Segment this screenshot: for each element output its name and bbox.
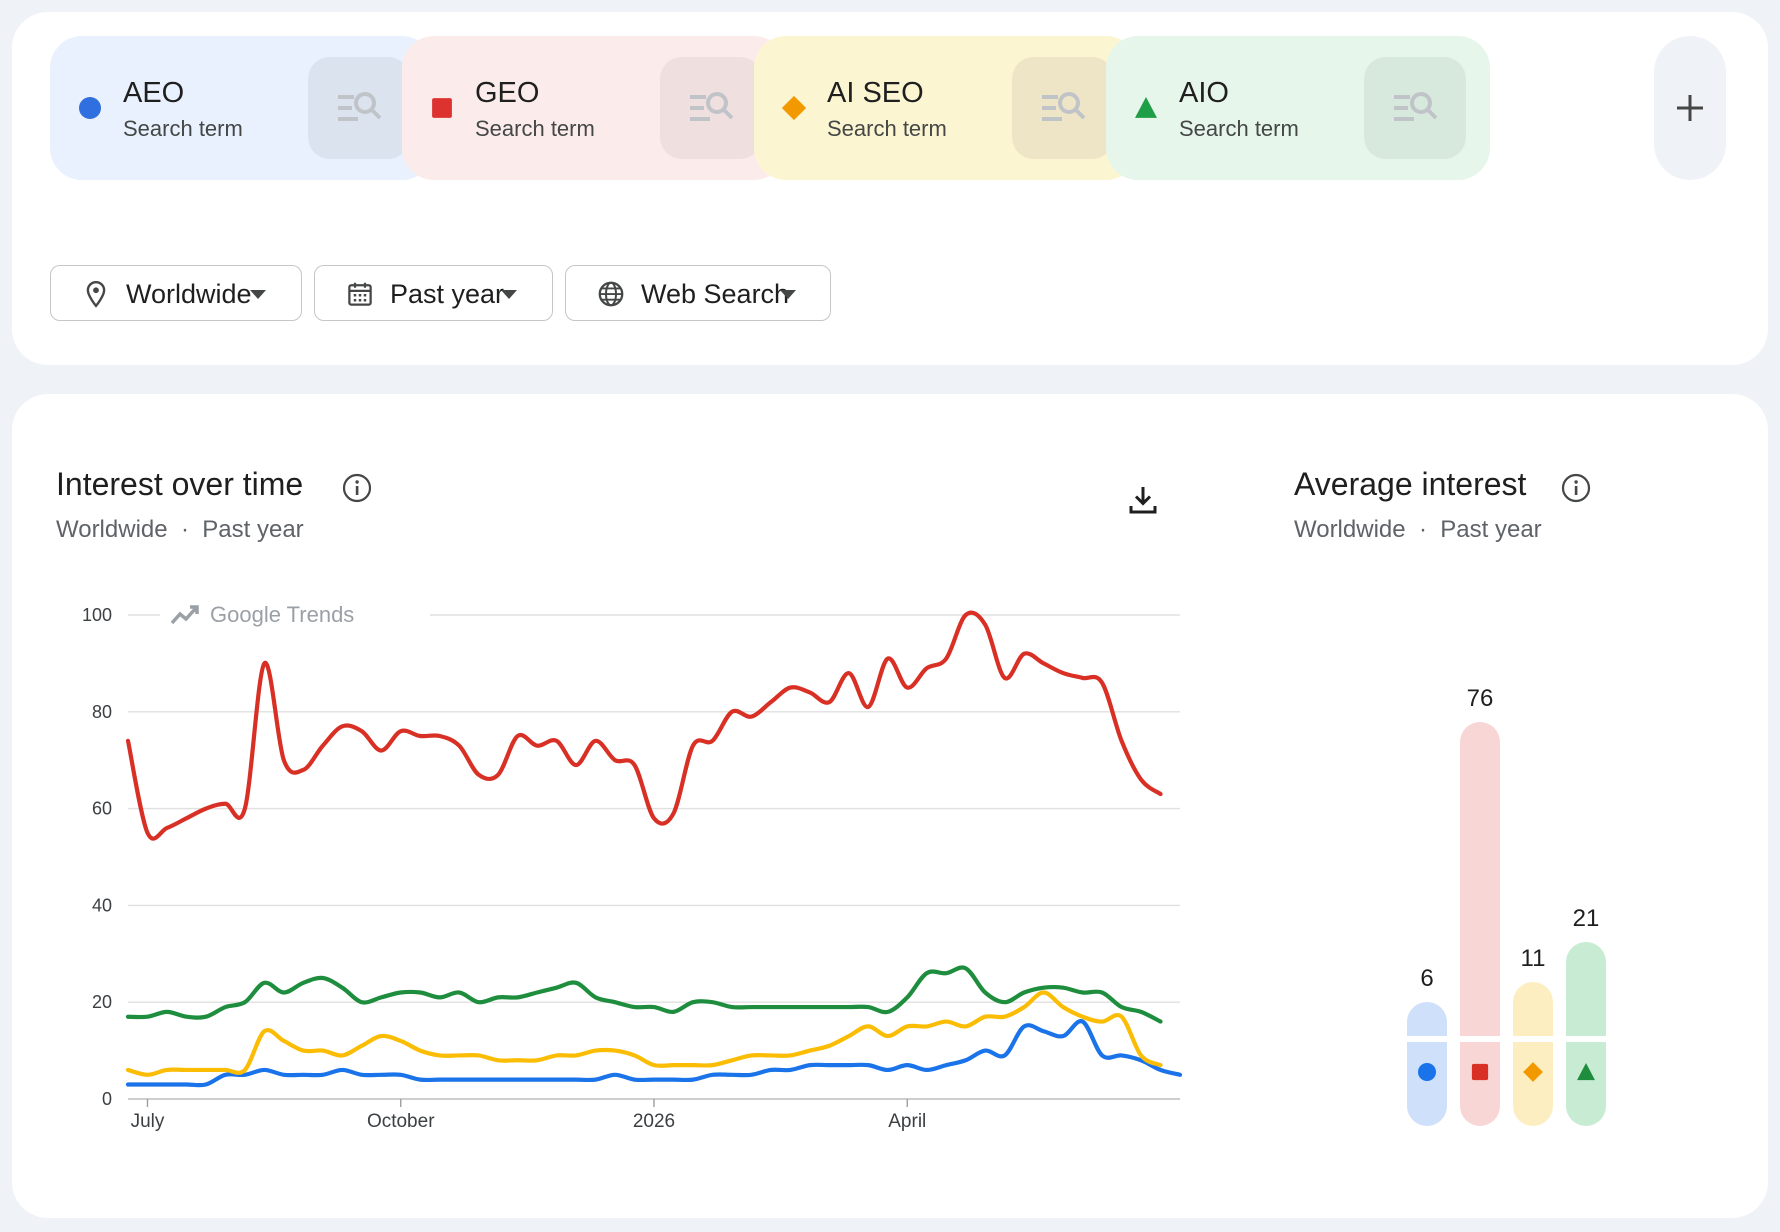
search-term-name[interactable]: AEO [123,77,185,109]
average-bar-aio[interactable] [1566,942,1606,1126]
info-icon[interactable] [342,473,372,503]
search-term-explore-button[interactable] [1012,57,1114,159]
search-term-name[interactable]: AI SEO [827,77,924,109]
bar-value-label: 76 [1467,685,1494,712]
bar-marker-icon [1471,1063,1489,1081]
search-list-icon [690,92,734,121]
search-list-icon [1042,92,1086,121]
y-tick-label: 40 [92,895,112,915]
trend-arrow-icon [170,605,199,625]
download-icon[interactable] [1127,484,1159,516]
interest-over-time-chart: 0 20 40 60 80 100 Google Trends July October 2026… [82,601,1183,1132]
bar-marker-icon [1577,1063,1595,1081]
triangle-shape [1135,97,1157,118]
series-line-ai-seo[interactable] [125,990,1163,1077]
x-tick-label: October [367,1111,435,1132]
plus-icon [1677,95,1703,121]
search-term-name[interactable]: AIO [1179,77,1229,109]
subtitle-location: Worldwide [56,516,168,543]
average-interest-chart: 6 76 11 21 [1407,685,1606,1126]
location-filter[interactable]: Worldwide [50,265,302,321]
average-interest-subtitle: Worldwide · Past year [1294,516,1542,544]
watermark-text: Google Trends [210,602,354,627]
chevron-down-icon [780,290,796,299]
y-tick-label: 20 [92,992,112,1012]
search-term-type: Search term [1179,116,1299,141]
search-terms-panel: AEO Search term GEO Search term AI SEO Search… [12,12,1768,365]
search-term-type: Search term [827,116,947,141]
y-tick-label: 100 [82,605,112,625]
search-list-icon [1394,92,1438,121]
subtitle-time: Past year [1440,516,1542,543]
series-line-aeo[interactable] [125,1019,1183,1088]
triangle-marker-icon [1135,97,1157,118]
series-line-aio[interactable] [125,965,1163,1024]
add-term-button[interactable] [1654,36,1726,180]
y-tick-label: 80 [92,702,112,722]
search-term-chip[interactable]: AI SEO Search term [754,36,1138,180]
subtitle-location: Worldwide [1294,516,1406,543]
property-filter-label: Web Search [641,279,790,309]
location-filter-label: Worldwide [126,279,252,309]
average-bar-geo[interactable] [1460,722,1500,1126]
search-term-type: Search term [475,116,595,141]
diamond-shape [782,96,806,120]
chevron-down-icon [501,290,517,299]
location-pin-icon [86,280,106,308]
y-tick-label: 0 [102,1089,112,1109]
bar-value-label: 21 [1573,905,1600,932]
property-filter[interactable]: Web Search [565,265,831,321]
search-list-icon [338,92,382,121]
google-trends-watermark: Google Trends [160,601,430,629]
diamond-marker-icon [782,96,806,120]
chevron-down-icon [250,290,266,299]
y-tick-label: 60 [92,799,112,819]
search-term-explore-button[interactable] [660,57,762,159]
bar-marker-icon [1523,1062,1543,1082]
interest-over-time-title: Interest over time [56,466,304,502]
bar-marker-icon [1418,1063,1436,1081]
circle-marker-icon [79,97,101,119]
x-tick-label: April [888,1111,926,1132]
calendar-icon [348,282,372,306]
globe-icon [598,281,624,307]
series-line-geo[interactable] [125,610,1163,841]
average-bar-ai-seo[interactable] [1513,982,1553,1126]
search-term-explore-button[interactable] [1364,57,1466,159]
square-shape [432,98,452,118]
search-term-chip[interactable]: GEO Search term [402,36,786,180]
bar-value-label: 6 [1420,965,1433,992]
time-filter[interactable]: Past year [314,265,553,321]
info-icon[interactable] [1561,473,1591,503]
search-term-type: Search term [123,116,243,141]
interest-over-time-subtitle: Worldwide · Past year [56,516,304,544]
search-term-chip[interactable]: AIO Search term [1106,36,1490,180]
subtitle-separator: · [180,516,189,543]
average-bar-aeo[interactable] [1407,1002,1447,1126]
average-interest-title: Average interest [1294,466,1527,502]
subtitle-time: Past year [202,516,304,543]
search-term-explore-button[interactable] [308,57,410,159]
x-tick-label: 2026 [633,1111,675,1132]
search-term-chip[interactable]: AEO Search term [50,36,434,180]
circle-shape [79,97,101,119]
square-marker-icon [432,98,452,118]
subtitle-separator: · [1418,516,1427,543]
search-term-name[interactable]: GEO [475,77,540,109]
time-filter-label: Past year [390,279,505,309]
bar-value-label: 11 [1521,945,1546,972]
x-tick-label: July [131,1111,165,1132]
